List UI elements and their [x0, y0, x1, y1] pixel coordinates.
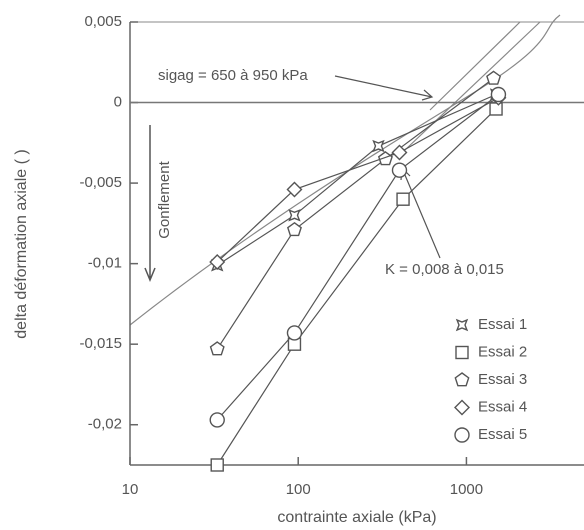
y-tick-label: -0,005	[79, 174, 122, 191]
x-tick-label: 1000	[450, 481, 483, 498]
marker	[486, 70, 502, 85]
legend-label: Essai 2	[478, 343, 527, 360]
marker	[209, 412, 225, 428]
series-line	[216, 94, 499, 421]
annotation-arrow	[334, 75, 434, 101]
fit-line	[429, 21, 521, 111]
y-tick-label: -0,02	[88, 416, 122, 433]
marker	[372, 139, 385, 153]
y-tick-label: -0,015	[79, 335, 122, 352]
legend-marker	[454, 399, 470, 416]
marker	[209, 341, 225, 356]
x-tick-label: 100	[286, 481, 311, 498]
marker	[286, 221, 302, 237]
marker	[286, 181, 303, 198]
annotation: K = 0,008 à 0,015	[385, 261, 504, 278]
series-line	[216, 97, 499, 263]
legend-label: Essai 5	[478, 426, 527, 443]
marker	[396, 192, 410, 206]
legend-marker	[454, 372, 470, 387]
legend-label: Essai 3	[478, 371, 527, 388]
legend-marker	[454, 427, 470, 443]
y-axis-title: delta déformation axiale ( )	[13, 149, 30, 338]
marker	[490, 86, 507, 103]
annotation: Gonflement	[156, 160, 173, 238]
y-tick-label: 0	[114, 94, 122, 111]
marker	[391, 162, 408, 178]
swelling-arrow	[144, 125, 156, 282]
marker	[377, 151, 393, 166]
legend-marker	[455, 318, 469, 332]
marker	[209, 254, 226, 271]
series-line	[216, 93, 497, 266]
series-line	[216, 77, 494, 350]
y-tick-label: -0,01	[88, 255, 122, 272]
y-tick-label: 0,005	[84, 13, 122, 30]
legend-label: Essai 1	[478, 316, 527, 333]
legend-label: Essai 4	[478, 398, 527, 415]
marker	[210, 458, 224, 472]
legend-marker	[455, 345, 469, 360]
x-axis-title: contrainte axiale (kPa)	[277, 509, 436, 526]
marker	[286, 325, 303, 341]
marker	[288, 209, 301, 222]
fit-line	[404, 21, 541, 151]
annotation: sigag = 650 à 950 kPa	[158, 67, 308, 84]
marker	[391, 144, 408, 161]
series-line	[216, 108, 497, 466]
x-tick-label: 10	[122, 481, 139, 498]
fit-curve	[129, 14, 561, 326]
marker	[489, 102, 503, 116]
